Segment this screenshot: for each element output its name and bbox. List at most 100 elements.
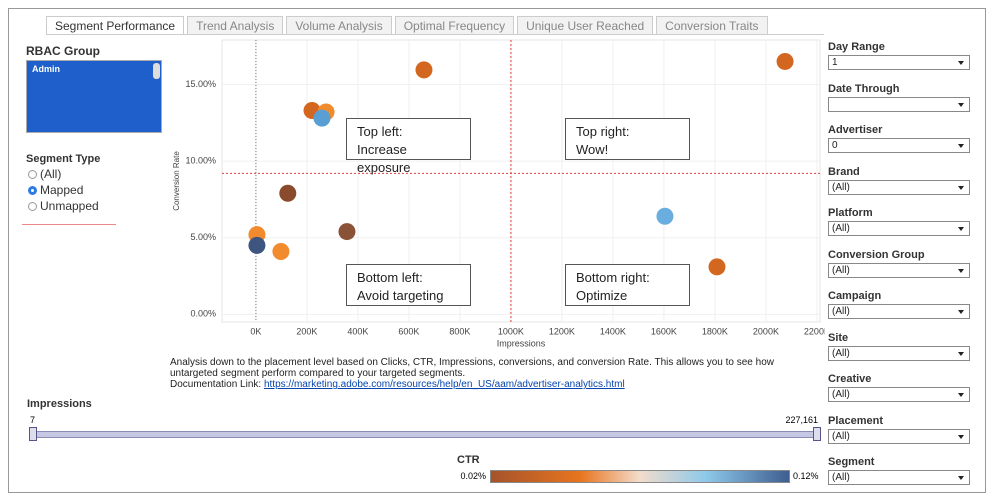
radio-button[interactable] xyxy=(28,185,37,195)
x-tick-label: 2200K xyxy=(804,326,825,336)
y-tick-label: 0.00% xyxy=(190,309,216,319)
x-tick-label: 1000K xyxy=(498,326,524,336)
dropdown-value: (All) xyxy=(832,430,850,442)
y-tick-label: 5.00% xyxy=(190,232,216,242)
ctr-min: 0.02% xyxy=(460,471,486,481)
point xyxy=(338,223,356,241)
dropdown-value: (All) xyxy=(832,389,850,400)
filter-label: Platform xyxy=(828,207,873,219)
dropdown[interactable]: (All) xyxy=(828,304,970,319)
filter-label: Advertiser xyxy=(828,124,883,136)
filter-label: Placement xyxy=(828,414,884,427)
x-axis-title: Impressions xyxy=(497,338,546,348)
quadrant-note: Bottom right: Optimize xyxy=(565,264,690,306)
dropdown-value: (All) xyxy=(832,264,850,276)
slider-title: Impressions xyxy=(27,398,92,410)
plot-area xyxy=(221,39,821,323)
rbac-title: RBAC Group xyxy=(26,44,100,58)
x-tick-label: 200K xyxy=(296,326,317,336)
filter-label: Brand xyxy=(828,165,860,178)
description-text: Analysis down to the placement level bas… xyxy=(170,357,774,379)
radio-label: Unmapped xyxy=(40,199,99,213)
tab[interactable]: Conversion Traits xyxy=(656,16,768,35)
point xyxy=(776,52,794,70)
dropdown[interactable]: (All) xyxy=(828,387,970,402)
note-title: Top right: xyxy=(576,124,630,139)
note-text: Avoid targeting xyxy=(357,288,444,303)
radio-option[interactable]: Mapped xyxy=(28,182,99,198)
ctr-title: CTR xyxy=(457,454,480,466)
dropdown[interactable]: (All) xyxy=(828,345,970,361)
point xyxy=(656,207,674,225)
note-title: Bottom left: xyxy=(357,270,423,285)
dropdown-value: (All) xyxy=(832,306,850,317)
note-text: Optimize xyxy=(576,288,628,303)
x-tick-label: 400K xyxy=(347,326,368,336)
separator xyxy=(22,224,116,225)
dropdown-value: (All) xyxy=(832,472,850,483)
tab[interactable]: Segment Performance xyxy=(46,16,185,35)
filter-label: Campaign xyxy=(828,290,882,302)
point xyxy=(313,109,331,127)
dropdown-value: (All) xyxy=(832,181,850,193)
x-tick-label: 1600K xyxy=(651,326,677,336)
radio-label: (All) xyxy=(40,167,62,181)
quadrant-note: Top left: Increase exposure xyxy=(346,118,471,175)
x-tick-label: 1400K xyxy=(600,326,626,336)
y-axis-title: Conversion Rate xyxy=(172,151,181,211)
filter-label: Day Range xyxy=(828,41,885,53)
tab[interactable]: Unique User Reached xyxy=(517,16,654,35)
dropdown-value: 1 xyxy=(832,57,838,68)
dropdown[interactable]: (All) xyxy=(828,221,970,236)
filter-label: Site xyxy=(828,331,849,344)
dropdown[interactable]: (All) xyxy=(828,262,970,278)
dropdown[interactable] xyxy=(828,96,970,112)
scrollbar[interactable] xyxy=(153,63,160,79)
tab[interactable]: Trend Analysis xyxy=(187,16,284,35)
doc-link[interactable]: https://marketing.adobe.com/resources/he… xyxy=(263,379,625,390)
filter-label: Segment xyxy=(828,456,875,468)
point xyxy=(279,184,297,202)
ctr-gradient xyxy=(490,470,790,483)
note-title: Bottom right: xyxy=(576,270,650,285)
dropdown[interactable]: 1 xyxy=(828,55,970,70)
point xyxy=(415,61,433,79)
chart: 0K 200K 400K 600K 800K 1000K 1200K 1400K 1600K 18… xyxy=(172,39,825,348)
point xyxy=(272,243,290,260)
dropdown[interactable]: (All) xyxy=(828,179,970,195)
ctr-max: 0.12% xyxy=(793,471,819,481)
segment-type-title: Segment Type xyxy=(26,153,101,165)
filter-label: Conversion Group xyxy=(828,248,925,261)
quadrant-note: Top right: Wow! xyxy=(565,118,690,160)
x-tick-label: 1200K xyxy=(549,326,575,336)
tab[interactable]: Optimal Frequency xyxy=(394,16,515,35)
radio-option[interactable]: Unmapped xyxy=(28,198,99,214)
point xyxy=(708,258,726,276)
radio-button[interactable] xyxy=(28,201,37,211)
note-text: Increase exposure xyxy=(357,142,411,175)
dropdown-value: (All) xyxy=(832,347,850,359)
slider-handle[interactable] xyxy=(29,427,37,441)
radio-group: (All) Mapped Unmapped xyxy=(28,166,99,214)
list-item[interactable]: Admin xyxy=(32,64,60,74)
x-tick-label: 0K xyxy=(250,326,261,336)
dropdown[interactable]: 0 xyxy=(828,138,970,153)
point xyxy=(248,236,266,254)
rbac-list[interactable]: Admin xyxy=(26,60,162,133)
dropdown[interactable]: (All) xyxy=(828,428,970,444)
slider-max: 227,161 xyxy=(785,415,818,425)
x-tick-label: 800K xyxy=(449,326,470,336)
x-tick-label: 1800K xyxy=(702,326,728,336)
dropdown-value: (All) xyxy=(832,223,850,234)
filter-label: Creative xyxy=(828,373,872,385)
tab-bar: Segment Performance Trend Analysis Volume … xyxy=(46,16,768,35)
radio-option[interactable]: (All) xyxy=(28,166,99,182)
radio-button[interactable] xyxy=(28,169,37,179)
tab[interactable]: Volume Analysis xyxy=(286,16,392,35)
filter-label: Date Through xyxy=(828,82,900,95)
dropdown[interactable]: (All) xyxy=(828,470,970,485)
slider-handle[interactable] xyxy=(813,427,821,441)
link-label: Documentation Link: xyxy=(170,379,262,390)
note-text: Wow! xyxy=(576,142,609,157)
